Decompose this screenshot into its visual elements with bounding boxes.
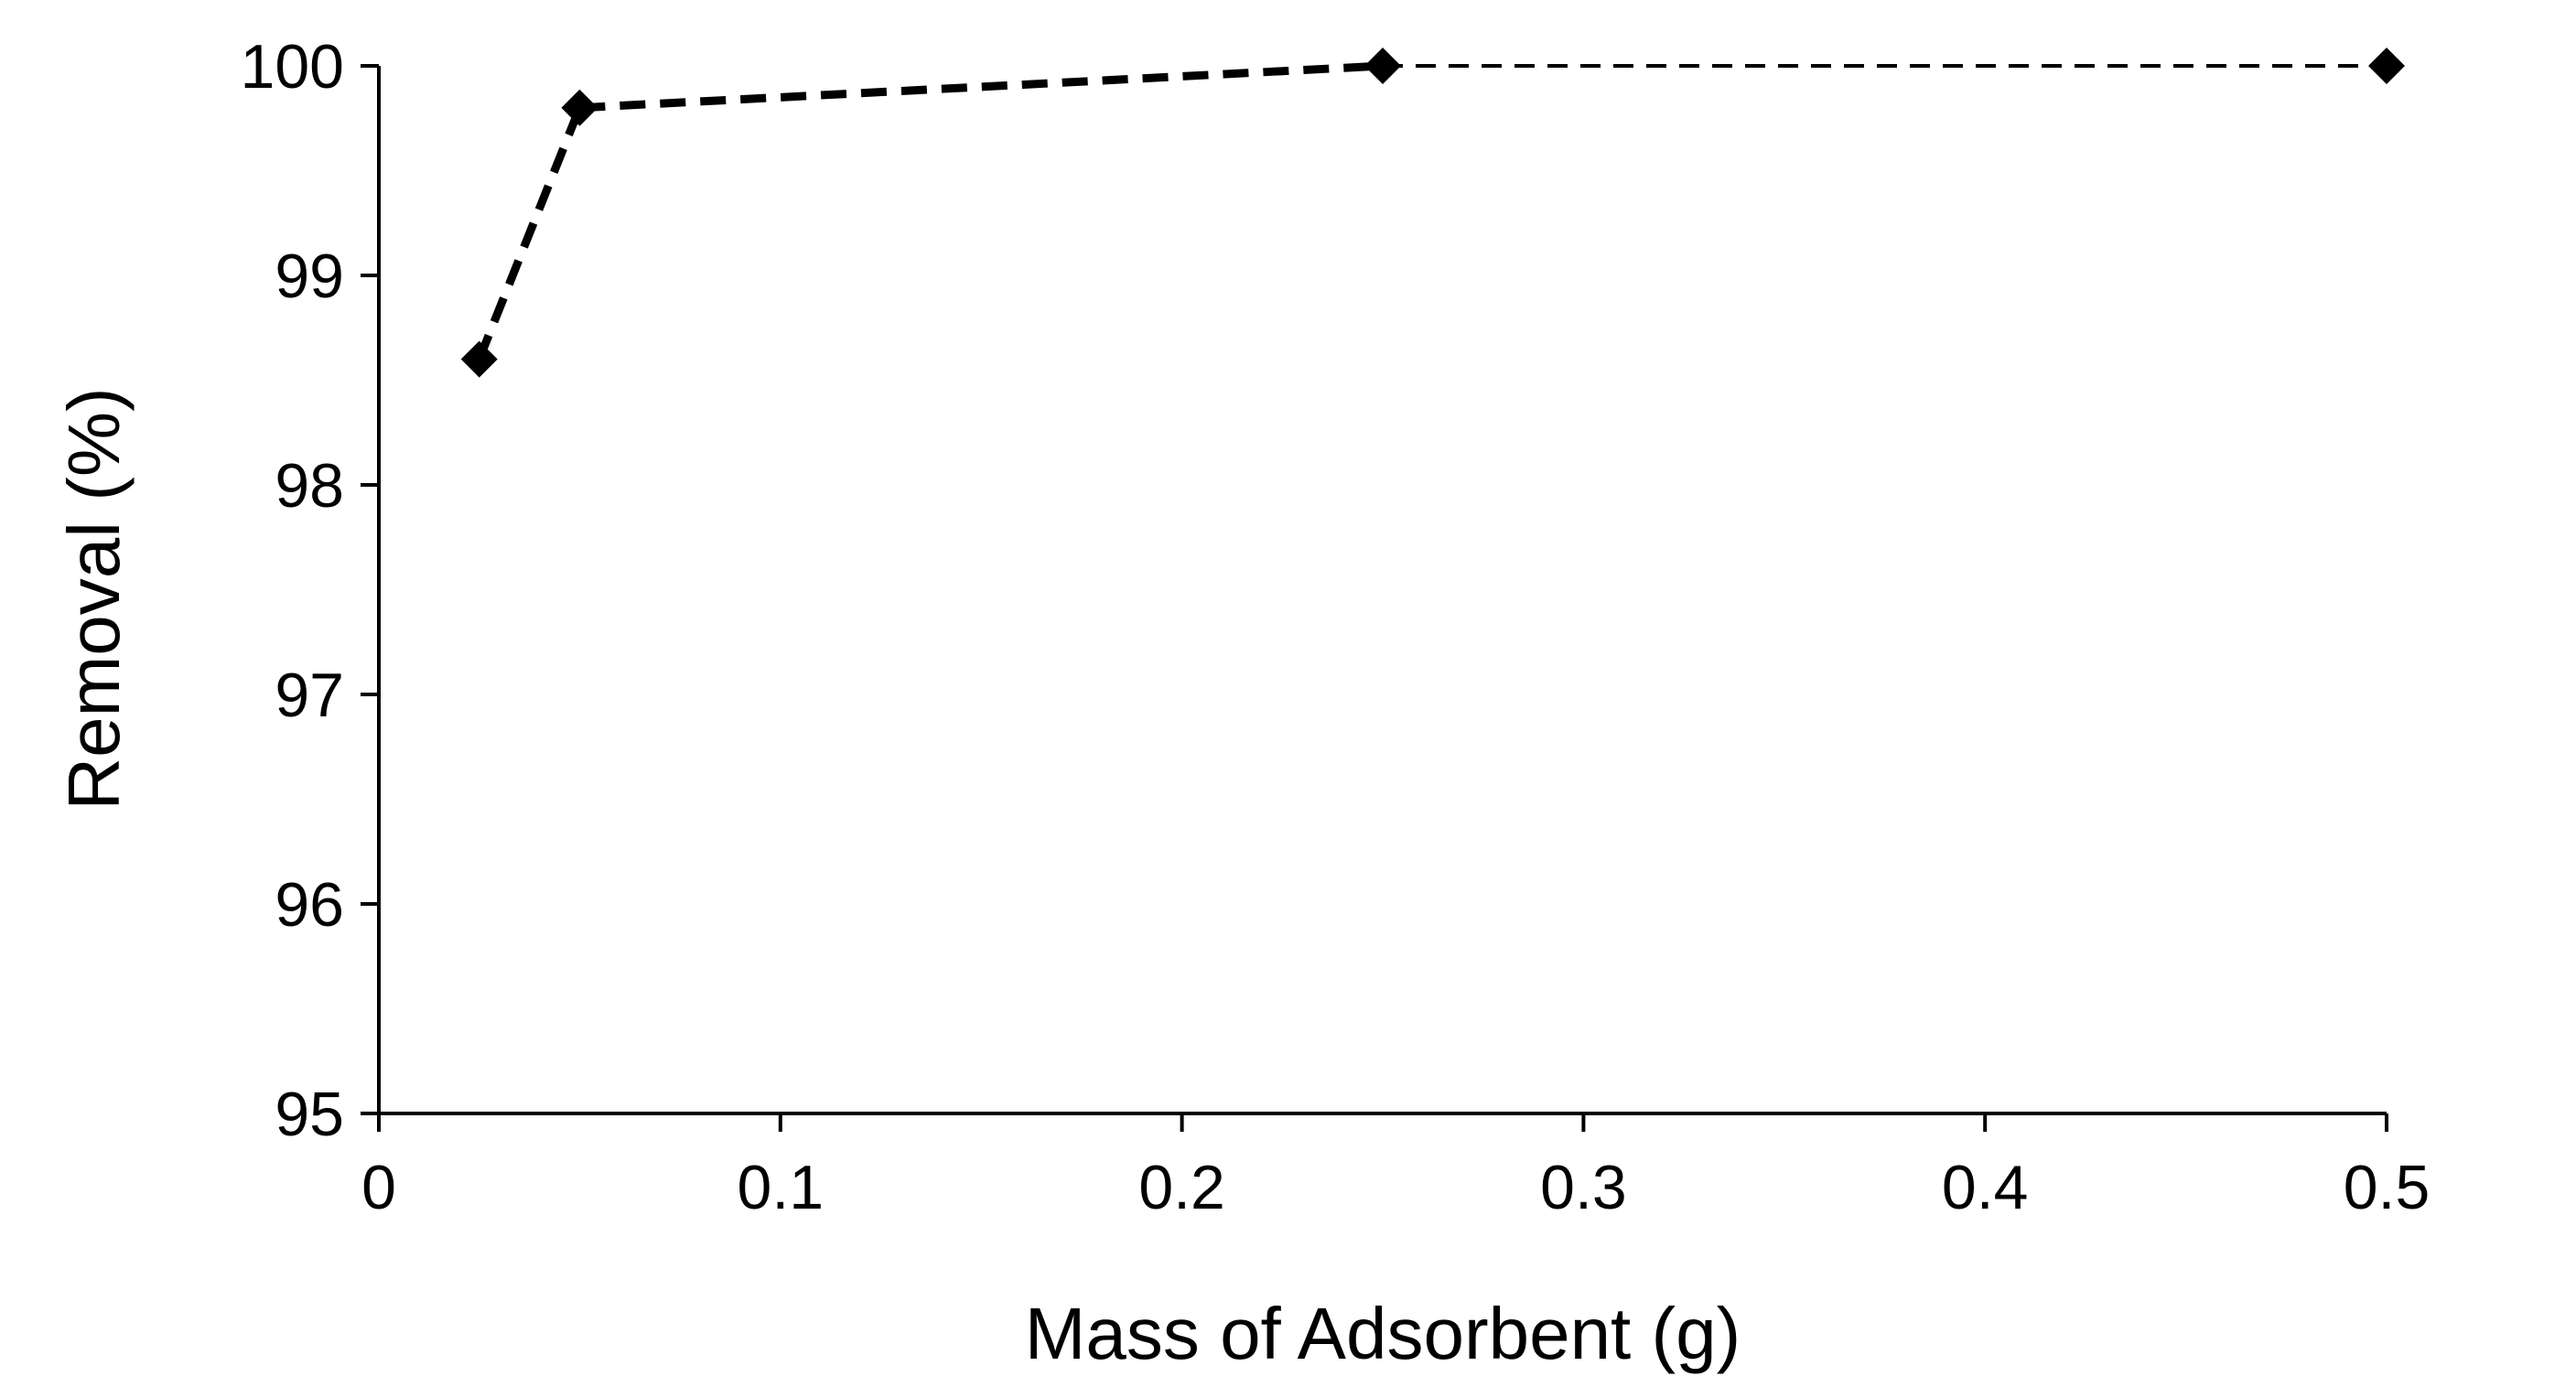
y-axis-ticks: 95 96 97 98 99 100 (241, 32, 379, 1149)
data-point-marker (460, 340, 498, 378)
x-tick-label: 0.4 (1942, 1153, 2029, 1222)
series-group (460, 48, 2405, 378)
y-axis-title: Removal (%) (53, 387, 135, 810)
x-tick-label: 0.2 (1138, 1153, 1225, 1222)
x-axis-ticks: 0 0.1 0.2 0.3 0.4 0.5 (361, 1113, 2430, 1222)
series-line-segment (579, 61, 1384, 113)
x-tick-label: 0.3 (1540, 1153, 1627, 1222)
y-tick-label: 97 (275, 661, 344, 730)
y-tick-label: 99 (275, 242, 344, 311)
x-tick-label: 0.1 (738, 1153, 825, 1222)
data-point-marker (1364, 48, 1401, 84)
x-tick-label: 0 (361, 1153, 396, 1222)
x-tick-label: 0.5 (2344, 1153, 2430, 1222)
y-tick-label: 98 (275, 451, 344, 521)
y-tick-label: 100 (241, 32, 344, 102)
y-tick-label: 96 (275, 870, 344, 940)
x-axis-title: Mass of Adsorbent (g) (1025, 1293, 1741, 1374)
series-line-segment (475, 106, 584, 361)
data-point-marker (561, 89, 598, 126)
y-tick-label: 95 (275, 1080, 344, 1149)
axes (377, 66, 2387, 1115)
data-point-marker (2368, 48, 2405, 84)
